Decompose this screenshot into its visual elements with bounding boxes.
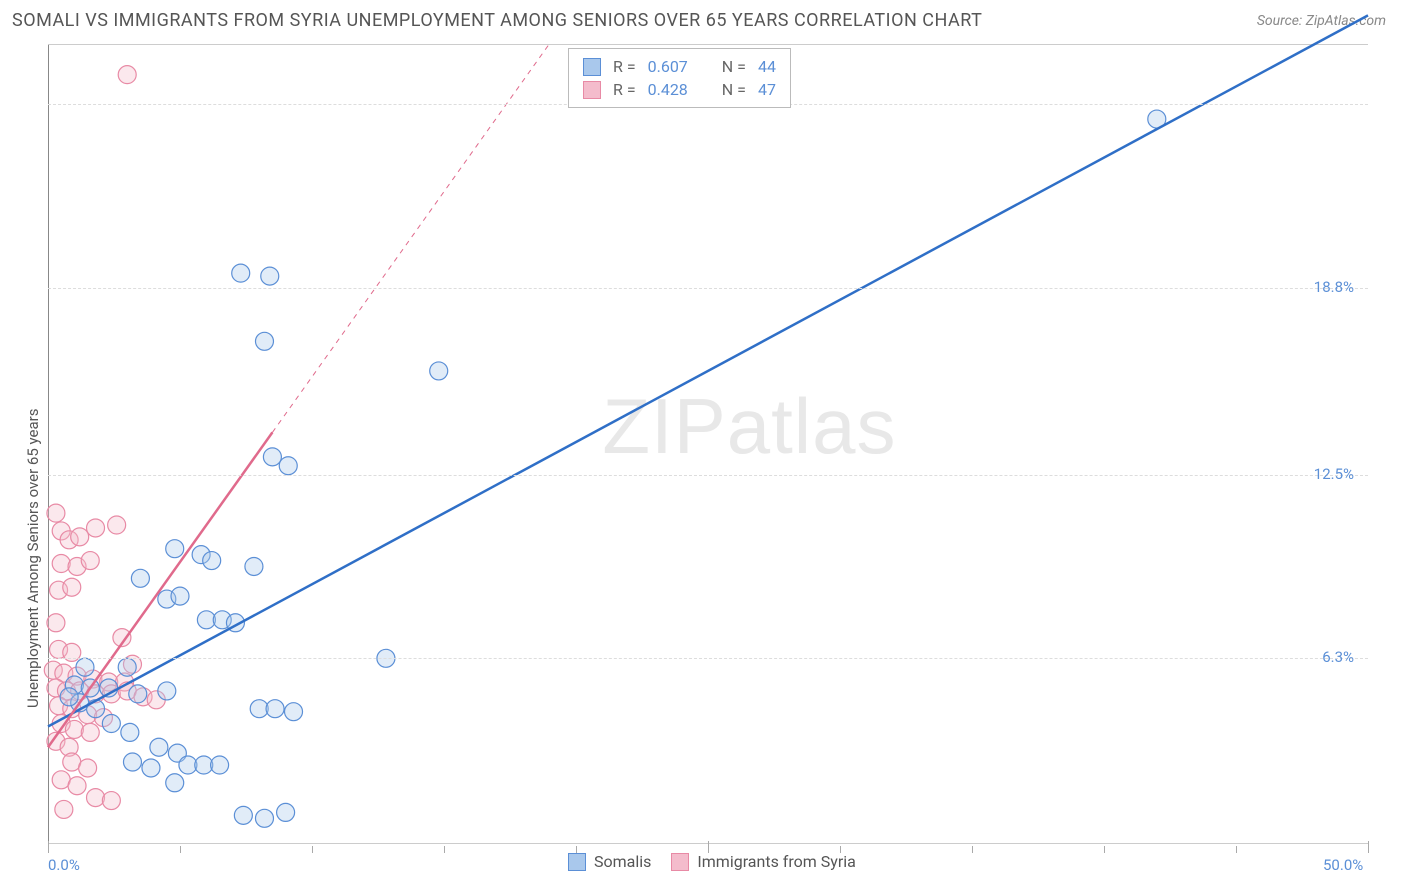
data-point bbox=[102, 715, 120, 733]
data-point bbox=[76, 658, 94, 676]
stat-r-label: R = bbox=[613, 80, 636, 99]
x-tick bbox=[1236, 846, 1237, 853]
gridline bbox=[48, 475, 1368, 476]
data-point bbox=[81, 723, 99, 741]
data-point bbox=[279, 457, 297, 475]
data-point bbox=[142, 759, 160, 777]
data-point bbox=[102, 792, 120, 810]
legend-series-label: Immigrants from Syria bbox=[697, 852, 855, 871]
data-point bbox=[266, 700, 284, 718]
chart-title: SOMALI VS IMMIGRANTS FROM SYRIA UNEMPLOY… bbox=[12, 10, 982, 31]
data-point bbox=[55, 800, 73, 818]
stat-n-label: N = bbox=[722, 57, 746, 76]
legend-swatch bbox=[568, 853, 586, 871]
stat-n-value: 44 bbox=[758, 57, 776, 76]
chart-area: ZIPatlas bbox=[48, 44, 1368, 844]
data-point bbox=[234, 806, 252, 824]
data-point bbox=[203, 552, 221, 570]
legend-series-item: Somalis bbox=[568, 852, 651, 871]
data-point bbox=[261, 267, 279, 285]
plot-svg bbox=[48, 45, 1368, 845]
data-point bbox=[277, 803, 295, 821]
gridline bbox=[48, 288, 1368, 289]
legend-stat-row: R = 0.607 N = 44 bbox=[583, 55, 776, 78]
legend-swatch bbox=[671, 853, 689, 871]
x-tick bbox=[444, 846, 445, 853]
data-point bbox=[255, 332, 273, 350]
legend-series: Somalis Immigrants from Syria bbox=[568, 852, 856, 871]
data-point bbox=[166, 774, 184, 792]
y-axis-label: Unemployment Among Seniors over 65 years bbox=[24, 409, 42, 708]
data-point bbox=[52, 555, 70, 573]
stat-n-value: 47 bbox=[758, 80, 776, 99]
data-point bbox=[245, 557, 263, 575]
data-point bbox=[430, 362, 448, 380]
data-point bbox=[47, 504, 65, 522]
data-point bbox=[79, 759, 97, 777]
data-point bbox=[158, 682, 176, 700]
x-tick bbox=[48, 841, 49, 853]
stat-n-label: N = bbox=[722, 80, 746, 99]
legend-stats: R = 0.607 N = 44 R = 0.428 N = 47 bbox=[568, 48, 791, 108]
data-point bbox=[87, 519, 105, 537]
data-point bbox=[81, 552, 99, 570]
data-point bbox=[232, 264, 250, 282]
regression-line-extrapolated bbox=[272, 45, 548, 432]
data-point bbox=[118, 658, 136, 676]
data-point bbox=[63, 578, 81, 596]
data-point bbox=[211, 756, 229, 774]
data-point bbox=[255, 809, 273, 827]
y-tick-label: 6.3% bbox=[1322, 648, 1354, 666]
x-tick bbox=[180, 846, 181, 853]
x-tick bbox=[1104, 846, 1105, 853]
data-point bbox=[171, 587, 189, 605]
x-tick bbox=[312, 846, 313, 853]
data-point bbox=[65, 720, 83, 738]
x-tick bbox=[1368, 841, 1369, 853]
x-tick-label: 50.0% bbox=[1323, 856, 1363, 874]
x-tick bbox=[972, 846, 973, 853]
x-tick-label: 0.0% bbox=[48, 856, 80, 874]
gridline bbox=[48, 658, 1368, 659]
chart-header: SOMALI VS IMMIGRANTS FROM SYRIA UNEMPLOY… bbox=[0, 0, 1406, 37]
data-point bbox=[87, 700, 105, 718]
data-point bbox=[131, 569, 149, 587]
data-point bbox=[129, 685, 147, 703]
y-tick-label: 18.8% bbox=[1314, 278, 1354, 296]
data-point bbox=[108, 516, 126, 534]
legend-swatch bbox=[583, 58, 601, 76]
data-point bbox=[123, 753, 141, 771]
data-point bbox=[263, 448, 281, 466]
stat-r-value: 0.607 bbox=[648, 57, 688, 76]
data-point bbox=[285, 703, 303, 721]
legend-swatch bbox=[583, 81, 601, 99]
regression-line bbox=[48, 15, 1368, 726]
legend-series-item: Immigrants from Syria bbox=[671, 852, 855, 871]
data-point bbox=[121, 723, 139, 741]
legend-series-label: Somalis bbox=[594, 852, 651, 871]
legend-stat-row: R = 0.428 N = 47 bbox=[583, 78, 776, 101]
data-point bbox=[68, 777, 86, 795]
data-point bbox=[118, 66, 136, 84]
stat-r-label: R = bbox=[613, 57, 636, 76]
data-point bbox=[60, 688, 78, 706]
data-point bbox=[47, 614, 65, 632]
data-point bbox=[87, 789, 105, 807]
stat-r-value: 0.428 bbox=[648, 80, 688, 99]
data-point bbox=[71, 528, 89, 546]
y-tick-label: 12.5% bbox=[1314, 465, 1354, 483]
data-point bbox=[150, 738, 168, 756]
data-point bbox=[166, 540, 184, 558]
